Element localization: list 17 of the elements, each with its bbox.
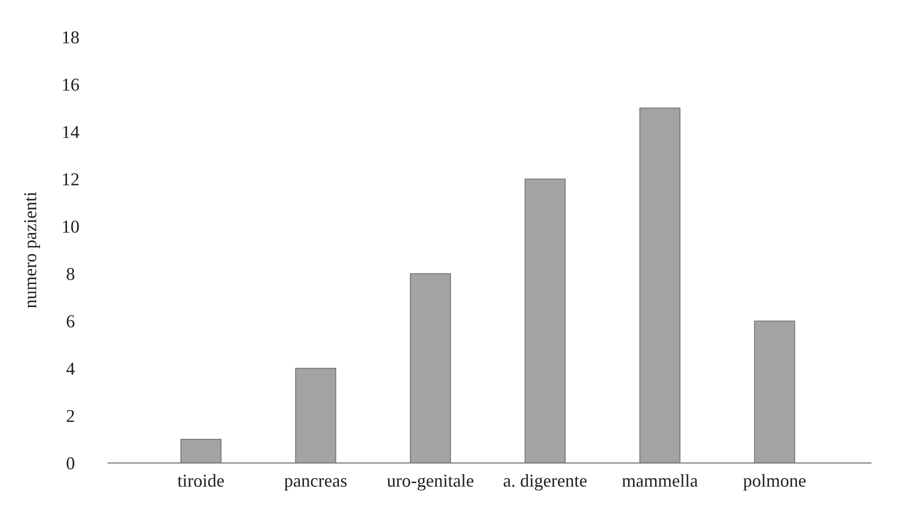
- x-tick-label: a. digerente: [504, 474, 587, 491]
- y-tick-label: 4: [66, 362, 75, 375]
- y-axis-title: numero pazienti: [24, 192, 40, 308]
- y-tick-label: 10: [63, 220, 79, 233]
- x-tick-label: mammella: [622, 474, 698, 487]
- y-tick-label: 14: [63, 126, 80, 138]
- y-tick-label: 12: [63, 173, 79, 186]
- x-tick-label: polmone: [743, 474, 806, 490]
- y-tick-label: 6: [66, 315, 74, 328]
- y-tick-label: 16: [63, 78, 79, 91]
- y-tick-label: 2: [66, 410, 74, 422]
- y-tick-label: 0: [66, 457, 74, 470]
- y-tick-label: 18: [63, 31, 79, 44]
- x-tick-label: tiroide: [178, 474, 224, 487]
- x-tick-label: pancreas: [284, 478, 347, 490]
- x-tick-label: uro-genitale: [387, 474, 474, 491]
- y-tick-label: 8: [66, 268, 74, 280]
